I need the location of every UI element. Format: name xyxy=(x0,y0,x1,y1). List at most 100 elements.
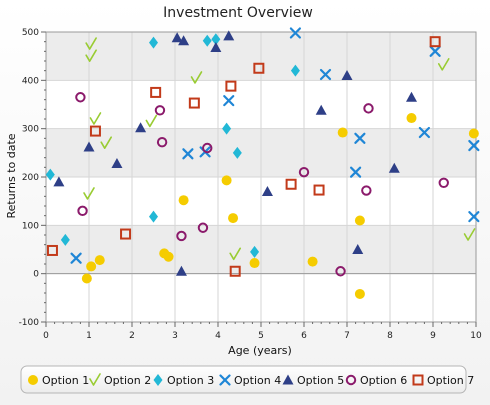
data-point-option-5 xyxy=(352,244,364,254)
data-point-option-5 xyxy=(406,91,417,102)
x-tick-label: 4 xyxy=(215,331,221,341)
data-point-option-1 xyxy=(406,113,417,124)
series-option-5 xyxy=(53,30,417,276)
x-tick-label: 5 xyxy=(258,331,264,341)
data-point-option-5 xyxy=(171,32,183,43)
legend-label-option-5: Option 5 xyxy=(297,374,344,387)
data-point-option-7 xyxy=(429,36,441,48)
data-point-option-7 xyxy=(253,62,265,74)
series-option-7 xyxy=(46,36,441,277)
data-point-option-2 xyxy=(85,49,97,62)
legend-label-option-3: Option 3 xyxy=(167,374,214,387)
data-point-option-7 xyxy=(89,125,101,137)
data-point-option-7 xyxy=(188,97,200,109)
legend-item-option-2[interactable]: Option 2 xyxy=(89,373,151,387)
data-point-option-1 xyxy=(163,251,174,262)
y-tick-label: 400 xyxy=(22,76,39,86)
legend-marker-option-1 xyxy=(28,375,38,385)
data-point-option-7 xyxy=(225,80,237,92)
data-point-option-5 xyxy=(175,265,187,276)
series-option-1 xyxy=(81,113,479,299)
data-point-option-5 xyxy=(135,122,147,133)
data-point-option-4 xyxy=(468,139,480,152)
data-point-option-4 xyxy=(350,166,362,178)
legend-marker-option-7 xyxy=(412,374,424,386)
data-point-option-5 xyxy=(261,186,273,196)
data-point-option-5 xyxy=(315,104,327,115)
x-tick-label: 7 xyxy=(344,331,350,341)
y-tick-label: 0 xyxy=(33,270,39,280)
data-point-option-5 xyxy=(178,35,190,46)
data-point-option-6 xyxy=(77,205,88,217)
y-axis-title: Returns to date xyxy=(5,133,18,218)
legend-marker-option-5 xyxy=(282,374,294,385)
data-point-option-6 xyxy=(361,185,372,196)
data-point-option-6 xyxy=(156,137,168,148)
data-point-option-7 xyxy=(229,265,241,277)
data-point-option-5 xyxy=(223,30,235,41)
data-point-option-5 xyxy=(53,176,65,187)
data-point-option-2 xyxy=(145,114,158,128)
data-point-option-5 xyxy=(388,162,400,173)
data-point-option-6 xyxy=(335,266,346,277)
data-point-option-6 xyxy=(197,222,209,233)
legend-item-option-3[interactable]: Option 3 xyxy=(153,374,215,387)
x-tick-label: 6 xyxy=(301,331,307,341)
data-point-option-6 xyxy=(363,103,374,114)
data-point-option-6 xyxy=(176,230,187,242)
y-tick-label: 500 xyxy=(22,28,39,38)
data-point-option-5 xyxy=(341,70,353,80)
data-markers xyxy=(45,27,480,299)
data-point-option-3 xyxy=(45,168,55,181)
data-point-option-7 xyxy=(120,228,132,240)
data-point-option-2 xyxy=(83,187,95,200)
y-tick-label: 100 xyxy=(22,221,39,231)
chart-title: Investment Overview xyxy=(163,5,313,21)
data-point-option-2 xyxy=(229,247,241,261)
legend-box xyxy=(20,365,467,394)
x-tick-label: 3 xyxy=(172,331,178,341)
data-point-option-3 xyxy=(211,33,221,46)
legend-item-option-1[interactable]: Option 1 xyxy=(28,374,89,387)
x-axis-ticks: 0 1 2 3 4 5 6 7 8 9 10 xyxy=(43,322,482,341)
data-point-option-1 xyxy=(354,288,365,299)
data-point-option-1 xyxy=(178,195,189,206)
legend-label-option-1: Option 1 xyxy=(42,374,89,387)
data-point-option-1 xyxy=(337,127,348,138)
legend-item-option-7[interactable]: Option 7 xyxy=(412,374,475,387)
data-point-option-4 xyxy=(319,68,332,81)
data-point-option-6 xyxy=(298,166,310,178)
data-point-option-7 xyxy=(285,178,297,190)
series-option-2 xyxy=(83,37,476,261)
data-point-option-6 xyxy=(75,92,86,103)
data-point-option-5 xyxy=(111,157,123,168)
y-tick-label: -100 xyxy=(19,318,40,328)
data-point-option-4 xyxy=(418,126,430,139)
data-point-option-1 xyxy=(249,258,260,269)
y-axis-ticks: -100 0 100 200 300 400 500 xyxy=(19,28,46,328)
x-tick-label: 9 xyxy=(430,331,436,341)
legend-item-option-5[interactable]: Option 5 xyxy=(282,374,345,387)
data-point-option-4 xyxy=(289,27,301,39)
data-point-option-2 xyxy=(85,37,97,50)
data-point-option-5 xyxy=(83,141,95,152)
data-point-option-1 xyxy=(468,128,479,139)
data-point-option-1 xyxy=(86,261,97,272)
data-point-option-2 xyxy=(89,112,102,125)
series-option-6 xyxy=(75,92,449,277)
data-point-option-6 xyxy=(154,105,166,116)
x-tick-label: 0 xyxy=(43,331,49,341)
legend-label-option-6: Option 6 xyxy=(360,374,407,387)
data-point-option-2 xyxy=(100,136,112,149)
x-tick-label: 1 xyxy=(86,331,92,341)
legend-label-option-2: Option 2 xyxy=(104,374,151,387)
data-point-option-3 xyxy=(60,233,70,246)
data-point-option-3 xyxy=(232,146,242,159)
legend-item-option-4[interactable]: Option 4 xyxy=(219,374,282,387)
legend-marker-option-4 xyxy=(219,374,231,386)
legend-item-option-6[interactable]: Option 6 xyxy=(345,374,407,387)
data-point-option-1 xyxy=(81,273,92,284)
data-point-option-3 xyxy=(222,122,232,135)
y-tick-label: 300 xyxy=(22,125,39,135)
